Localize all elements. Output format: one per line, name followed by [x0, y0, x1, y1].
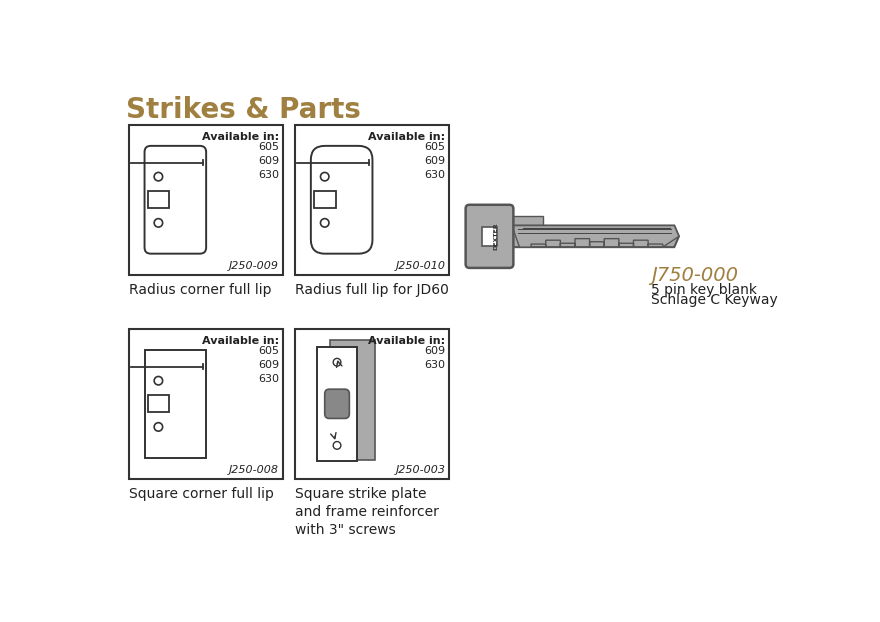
Bar: [129, 329, 283, 479]
Text: J750-000: J750-000: [651, 266, 738, 285]
Text: Available in:: Available in:: [202, 337, 279, 346]
FancyBboxPatch shape: [311, 146, 372, 254]
Text: J250-010: J250-010: [396, 261, 445, 271]
Bar: [148, 192, 169, 208]
Polygon shape: [512, 226, 679, 247]
Text: Available in:: Available in:: [369, 132, 445, 142]
Text: Available in:: Available in:: [202, 132, 279, 142]
Text: 605
609
630: 605 609 630: [258, 142, 279, 180]
Text: Strikes & Parts: Strikes & Parts: [126, 96, 361, 124]
Circle shape: [320, 218, 329, 227]
FancyBboxPatch shape: [466, 205, 513, 268]
FancyBboxPatch shape: [325, 389, 349, 419]
Text: J250-003: J250-003: [396, 465, 445, 475]
Circle shape: [154, 376, 163, 385]
Bar: [482, 227, 497, 246]
Text: 609
630: 609 630: [424, 346, 445, 369]
Text: DEXTER: DEXTER: [493, 223, 498, 250]
Text: 605
609
630: 605 609 630: [424, 142, 445, 180]
Text: Radius corner full lip: Radius corner full lip: [129, 282, 272, 297]
Circle shape: [334, 358, 341, 366]
FancyBboxPatch shape: [144, 146, 206, 254]
Circle shape: [154, 218, 163, 227]
Bar: [296, 124, 450, 275]
Bar: [148, 396, 169, 412]
Text: Square strike plate
and frame reinforcer
with 3" screws: Square strike plate and frame reinforcer…: [296, 486, 439, 537]
Text: Schlage C Keyway: Schlage C Keyway: [651, 294, 778, 307]
Bar: [314, 192, 335, 208]
Bar: [330, 340, 375, 460]
Text: Available in:: Available in:: [369, 337, 445, 346]
Bar: [129, 124, 283, 275]
Text: 605
609
630: 605 609 630: [258, 346, 279, 384]
Circle shape: [320, 172, 329, 181]
Polygon shape: [512, 226, 679, 247]
Text: Radius full lip for JD60: Radius full lip for JD60: [296, 282, 450, 297]
Text: Square corner full lip: Square corner full lip: [129, 486, 274, 501]
Circle shape: [154, 172, 163, 181]
Bar: [317, 347, 357, 461]
Circle shape: [334, 442, 341, 449]
Text: J250-008: J250-008: [230, 465, 279, 475]
Circle shape: [154, 423, 163, 431]
Text: 5 pin key blank: 5 pin key blank: [651, 282, 757, 297]
Text: J250-009: J250-009: [230, 261, 279, 271]
Bar: [144, 350, 206, 458]
Bar: [510, 216, 543, 226]
Bar: [296, 329, 450, 479]
